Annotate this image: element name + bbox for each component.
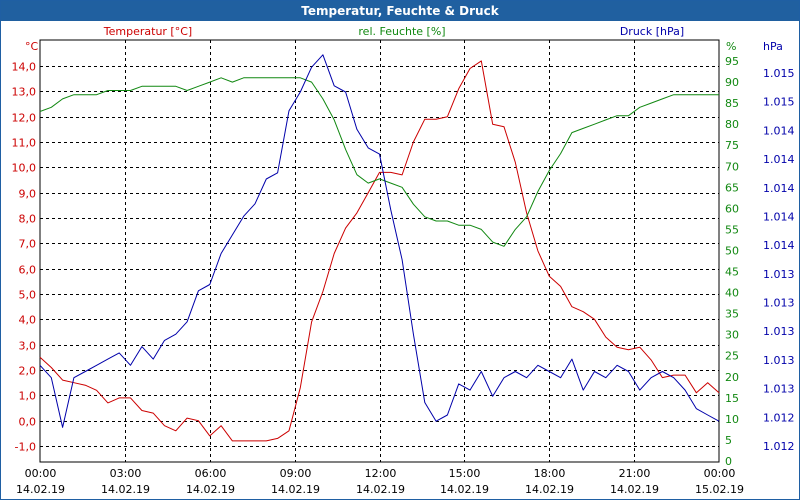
pressure-tick-label: 1.014 (763, 124, 795, 137)
temperature-tick-label: 11,0 (12, 137, 37, 150)
temperature-tick-label: 12,0 (12, 112, 37, 125)
x-tick-time-label: 00:00 (25, 467, 57, 480)
humidity-tick-label: 20 (725, 371, 739, 384)
temperature-tick-label: 8,0 (19, 213, 37, 226)
humidity-series-line (39, 77, 719, 247)
pressure-tick-label: 1.012 (763, 411, 795, 424)
humidity-tick-label: 45 (725, 266, 739, 279)
pressure-tick-label: 1.013 (763, 383, 795, 396)
pressure-tick-label: 1.014 (763, 182, 795, 195)
x-tick-date-label: 14.02.19 (101, 483, 150, 496)
temperature-tick-label: 13,0 (12, 86, 37, 99)
x-tick-time-label: 06:00 (195, 467, 227, 480)
temperature-tick-label: 10,0 (12, 162, 37, 175)
temperature-tick-label: 0,0 (19, 416, 37, 429)
window-title: Temperatur, Feuchte & Druck (1, 1, 799, 21)
pressure-tick-label: 1.014 (763, 153, 795, 166)
humidity-tick-label: 70 (725, 160, 739, 173)
temperature-tick-label: 9,0 (19, 188, 37, 201)
x-tick-date-label: 14.02.19 (271, 483, 320, 496)
pressure-tick-label: 1.015 (763, 96, 795, 109)
x-tick-time-label: 12:00 (365, 467, 397, 480)
temperature-tick-label: 3,0 (19, 340, 37, 353)
temperature-tick-label: -1,0 (15, 441, 36, 454)
humidity-tick-label: 55 (725, 223, 739, 236)
humidity-tick-label: 30 (725, 329, 739, 342)
pressure-tick-label: 1.015 (763, 67, 795, 80)
pressure-tick-label: 1.013 (763, 268, 795, 281)
temperature-tick-label: 4,0 (19, 314, 37, 327)
humidity-tick-label: 60 (725, 202, 739, 215)
pressure-tick-label: 1.013 (763, 297, 795, 310)
x-tick-time-label: 18:00 (534, 467, 566, 480)
chart-series (39, 54, 720, 442)
humidity-tick-label: 15 (725, 392, 739, 405)
temperature-tick-label: 6,0 (19, 264, 37, 277)
x-tick-date-label: 14.02.19 (610, 483, 659, 496)
humidity-tick-label: 90 (725, 76, 739, 89)
pressure-tick-label: 1.014 (763, 239, 795, 252)
x-tick-time-label: 21:00 (619, 467, 651, 480)
pressure-series-line (39, 54, 720, 428)
humidity-tick-label: 65 (725, 181, 739, 194)
humidity-axis-label: rel. Feuchte [%] (358, 25, 445, 38)
temperature-tick-label: 1,0 (19, 390, 37, 403)
humidity-unit-label: % (726, 40, 736, 53)
temperature-tick-label: 14,0 (12, 61, 37, 74)
humidity-tick-label: 75 (725, 139, 739, 152)
chart-labels: -1,0 0,0 1,0 2,0 3,0 4,0 5,0 6,0 7,0 8,0 9,0 10,0 11… (12, 25, 795, 496)
humidity-tick-label: 25 (725, 350, 739, 363)
x-tick-time-label: 00:00 (704, 467, 736, 480)
pressure-axis-label: Druck [hPa] (620, 25, 684, 38)
humidity-tick-label: 0 (725, 455, 732, 468)
pressure-tick-label: 1.014 (763, 210, 795, 223)
chart-grid (39, 39, 720, 463)
pressure-unit-label: hPa (763, 40, 783, 53)
humidity-tick-label: 40 (725, 287, 739, 300)
humidity-tick-label: 10 (725, 413, 739, 426)
temperature-tick-label: 5,0 (19, 289, 37, 302)
temperature-unit-label: °C (25, 40, 39, 53)
humidity-tick-label: 80 (725, 118, 739, 131)
x-tick-date-label: 14.02.19 (525, 483, 574, 496)
humidity-tick-label: 35 (725, 308, 739, 321)
temperature-tick-label: 2,0 (19, 365, 37, 378)
temperature-series-line (39, 60, 720, 442)
temperature-tick-label: 7,0 (19, 238, 37, 251)
humidity-tick-label: 5 (725, 434, 732, 447)
humidity-tick-label: 50 (725, 244, 739, 257)
pressure-tick-label: 1.012 (763, 440, 795, 453)
x-tick-time-label: 15:00 (449, 467, 481, 480)
plot-frame (39, 39, 720, 463)
temperature-axis-label: Temperatur [°C] (103, 25, 192, 38)
x-tick-date-label: 14.02.19 (356, 483, 405, 496)
humidity-tick-label: 95 (725, 55, 739, 68)
x-tick-time-label: 09:00 (280, 467, 312, 480)
x-tick-date-label: 14.02.19 (186, 483, 235, 496)
humidity-tick-label: 85 (725, 97, 739, 110)
x-tick-date-label: 14.02.19 (440, 483, 489, 496)
x-tick-date-label: 14.02.19 (16, 483, 65, 496)
pressure-tick-label: 1.013 (763, 325, 795, 338)
pressure-tick-label: 1.013 (763, 354, 795, 367)
x-tick-time-label: 03:00 (110, 467, 142, 480)
x-tick-date-label: 15.02.19 (695, 483, 744, 496)
